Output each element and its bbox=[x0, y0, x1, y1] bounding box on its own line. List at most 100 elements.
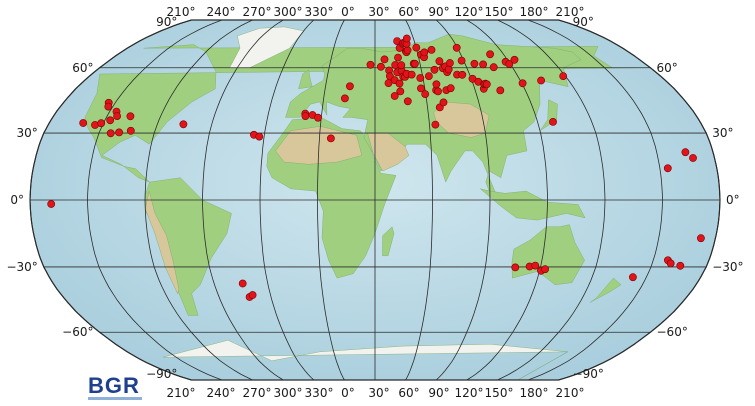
station-marker bbox=[452, 43, 461, 52]
meridian-line bbox=[497, 20, 606, 380]
lon-label-top: 210° bbox=[167, 5, 196, 19]
station-marker bbox=[531, 261, 540, 270]
lon-label-bottom: 90° bbox=[428, 386, 449, 400]
lat-label-right: 0° bbox=[726, 193, 740, 207]
station-marker bbox=[435, 57, 444, 66]
station-marker bbox=[689, 154, 697, 162]
station-marker bbox=[505, 60, 514, 68]
lon-label-top: 120° bbox=[455, 5, 484, 19]
station-marker bbox=[541, 265, 549, 274]
lat-label-right: −90° bbox=[573, 367, 604, 381]
lat-label-left: 0° bbox=[10, 193, 24, 207]
lon-label-bottom: 210° bbox=[167, 386, 196, 400]
lon-label-bottom: 210° bbox=[556, 386, 585, 400]
lat-label-right: 30° bbox=[712, 126, 733, 140]
station-marker bbox=[676, 261, 685, 270]
land-madagascar bbox=[382, 226, 395, 256]
land-uk bbox=[298, 69, 313, 90]
lat-label-right: −60° bbox=[657, 325, 688, 339]
lon-label-top: 270° bbox=[243, 5, 272, 19]
station-marker bbox=[417, 84, 425, 93]
lat-label-right: 60° bbox=[657, 61, 678, 75]
logo-underline bbox=[88, 397, 142, 400]
station-marker bbox=[301, 112, 310, 120]
station-marker bbox=[395, 79, 404, 88]
station-marker bbox=[326, 134, 335, 143]
station-marker bbox=[248, 291, 257, 299]
station-marker bbox=[403, 97, 412, 106]
station-marker bbox=[255, 132, 264, 141]
lon-label-top: 210° bbox=[556, 5, 585, 19]
logo-text: BGR bbox=[88, 373, 140, 398]
station-marker bbox=[511, 263, 520, 272]
station-marker bbox=[479, 60, 487, 69]
station-marker bbox=[697, 234, 705, 243]
station-marker bbox=[179, 120, 188, 129]
station-marker bbox=[412, 43, 421, 52]
lon-label-top: 30° bbox=[368, 5, 389, 19]
station-marker bbox=[340, 94, 349, 103]
station-marker bbox=[106, 116, 115, 125]
meridian-line bbox=[527, 20, 663, 380]
meridian-line bbox=[317, 20, 345, 380]
station-marker bbox=[629, 273, 637, 282]
station-marker bbox=[510, 55, 519, 64]
bgr-logo: BGR bbox=[88, 373, 142, 400]
station-marker bbox=[559, 72, 568, 80]
station-marker bbox=[126, 112, 135, 121]
lat-label-right: 90° bbox=[573, 15, 594, 29]
land-nz bbox=[589, 277, 622, 303]
station-marker bbox=[410, 59, 419, 68]
lon-label-top: 300° bbox=[274, 5, 303, 19]
lon-label-bottom: 60° bbox=[398, 386, 419, 400]
lat-label-left: −30° bbox=[6, 260, 37, 274]
station-marker bbox=[427, 46, 436, 54]
land-layer bbox=[84, 26, 636, 380]
land-indonesia bbox=[480, 188, 586, 221]
station-marker bbox=[314, 113, 322, 122]
station-marker bbox=[238, 279, 247, 288]
station-marker bbox=[430, 65, 439, 74]
meridian-line bbox=[405, 20, 433, 380]
station-marker bbox=[431, 120, 440, 129]
station-marker bbox=[106, 129, 115, 138]
station-marker bbox=[366, 60, 375, 69]
meridian-line bbox=[144, 20, 253, 380]
station-marker bbox=[376, 62, 385, 71]
station-marker bbox=[421, 90, 430, 98]
lon-label-bottom: 150° bbox=[485, 386, 514, 400]
station-marker bbox=[518, 79, 527, 88]
station-marker bbox=[663, 164, 672, 173]
lat-label-left: −60° bbox=[62, 325, 93, 339]
lon-label-top: 90° bbox=[428, 5, 449, 19]
lat-label-left: −90° bbox=[146, 367, 177, 381]
station-marker bbox=[666, 259, 675, 268]
lon-label-top: 150° bbox=[485, 5, 514, 19]
lon-label-bottom: 0° bbox=[341, 386, 355, 400]
station-markers bbox=[47, 34, 705, 301]
lon-label-top: 180° bbox=[520, 5, 549, 19]
station-marker bbox=[115, 128, 123, 137]
station-marker bbox=[97, 119, 106, 128]
station-marker bbox=[486, 50, 494, 59]
lat-label-right: −30° bbox=[712, 260, 743, 274]
station-marker bbox=[403, 46, 412, 55]
lon-label-bottom: 270° bbox=[243, 386, 272, 400]
lon-label-bottom: 330° bbox=[305, 386, 334, 400]
meridian-line bbox=[259, 20, 315, 380]
station-marker bbox=[446, 84, 455, 93]
station-marker bbox=[457, 56, 466, 65]
station-marker bbox=[104, 102, 113, 111]
lon-label-top: 330° bbox=[305, 5, 334, 19]
land-eurasia bbox=[285, 33, 582, 199]
lon-label-bottom: 30° bbox=[368, 386, 389, 400]
globe-outline bbox=[29, 19, 721, 381]
lon-label-top: 0° bbox=[341, 5, 355, 19]
station-marker bbox=[390, 92, 399, 100]
station-marker bbox=[681, 148, 690, 157]
station-marker bbox=[470, 59, 479, 68]
station-marker bbox=[416, 74, 425, 82]
station-marker bbox=[434, 87, 442, 96]
